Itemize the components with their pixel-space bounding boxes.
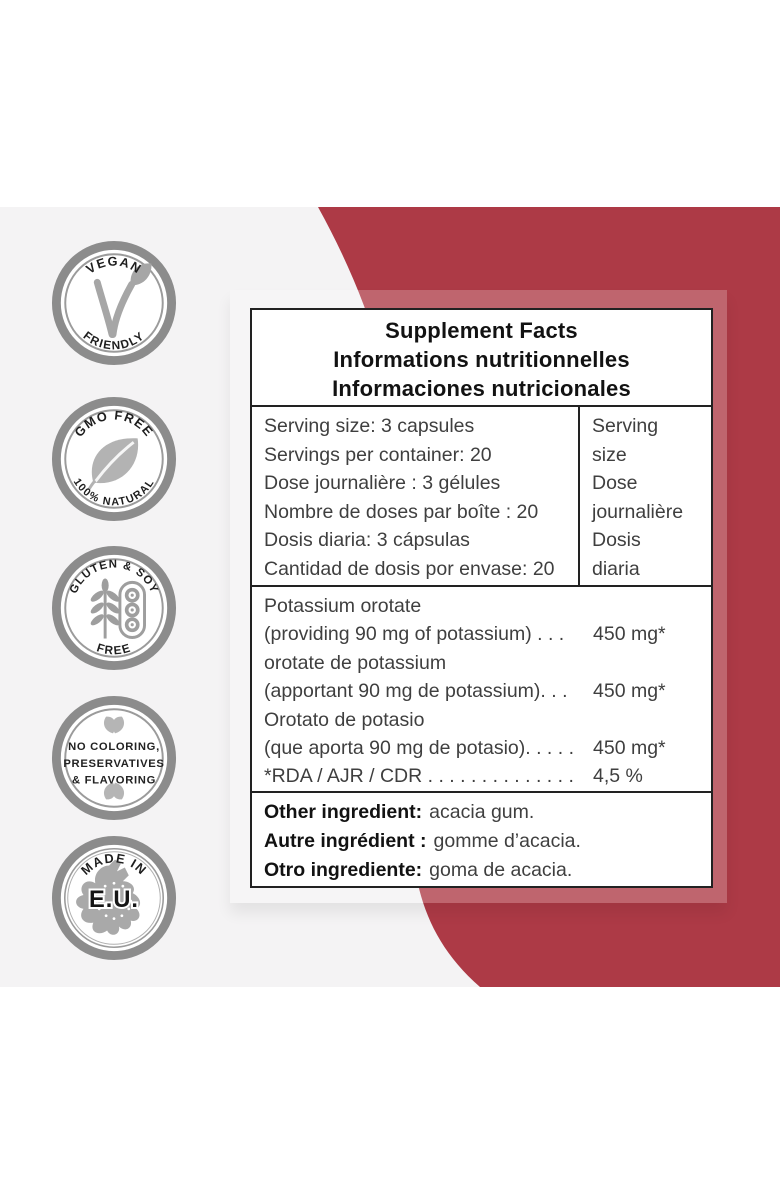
other-ingredient-row: Otro ingrediente: goma de acacia. <box>264 856 711 885</box>
serving-line: size <box>592 443 627 466</box>
row-text: Potassium orotate <box>264 595 422 617</box>
badge-text-line: PRESERVATIVES <box>63 758 164 770</box>
row-value: 450 mg* <box>593 680 666 703</box>
badge-inner-ring <box>63 847 165 949</box>
badge-gmo-free: GMO FREE 100% NATURAL <box>50 395 178 523</box>
badge-inner-ring <box>64 708 164 808</box>
vegan-sprout-icon <box>93 263 152 338</box>
row-text: (apportant 90 mg de potassium). . . <box>264 680 568 703</box>
serving-line: Serving <box>592 415 659 437</box>
potassium-row: (apportant 90 mg de potassium). . . 450 … <box>264 677 675 705</box>
serving-line: Dose <box>592 472 638 495</box>
serving-line: journalière <box>592 500 684 523</box>
potassium-section: Potassium orotate (providing 90 mg of po… <box>252 587 711 793</box>
badge-made-in-eu: MADE IN E.U. <box>50 834 178 962</box>
row-value <box>593 706 675 734</box>
badge-inner-ring-2 <box>67 851 161 945</box>
ingredient-label: Autre ingrédient : <box>264 830 427 852</box>
serving-line: Dosis <box>592 529 641 552</box>
supplement-facts-panel: Supplement Facts Informations nutritionn… <box>250 308 713 888</box>
serving-line: Dosis diaria: 3 cápsulas <box>264 529 470 552</box>
row-value: 450 mg* <box>593 737 666 760</box>
soy-pod-icon <box>118 580 146 640</box>
row-value <box>593 649 675 677</box>
potassium-row: Orotato de potasio <box>264 706 675 734</box>
badge-text-line: NO COLORING, <box>68 741 160 753</box>
badge-ring <box>51 695 177 821</box>
row-value <box>593 592 675 620</box>
leaf-icon <box>87 438 139 491</box>
row-text: orotate de potassium <box>264 651 447 674</box>
header-line-en: Supplement Facts <box>385 318 578 343</box>
other-ingredient-row: Autre ingrédient : gomme d’acacia. <box>264 827 711 856</box>
header-line-es: Informaciones nutricionales <box>332 376 631 401</box>
serving-line: Dose journalière : 3 gélules <box>264 472 501 495</box>
potassium-row: *RDA / AJR / CDR . . . . . . . . . . . .… <box>264 762 675 790</box>
serving-line: diaria <box>592 557 640 580</box>
serving-section: Serving size: 3 capsules Servings per co… <box>252 407 711 587</box>
badge-vegan-friendly: VEGAN FRIENDLY <box>50 239 178 367</box>
badge-gluten-soy-free: GLUTEN & SOY FREE <box>50 544 178 672</box>
panel-header: Supplement Facts Informations nutritionn… <box>252 310 711 407</box>
other-ingredients-section: Other ingredient: acacia gum. Autre ingré… <box>252 793 711 886</box>
header-line-fr: Informations nutritionnelles <box>333 347 630 372</box>
wheat-icon <box>90 578 120 639</box>
badge-bottom-arc-text: FREE <box>95 640 132 657</box>
svg-text:FREE: FREE <box>95 640 133 657</box>
row-text: (providing 90 mg of potassium) . . . <box>264 623 565 646</box>
potassium-row: orotate de potassium <box>264 649 675 677</box>
serving-line: Servings per container: 20 <box>264 443 492 466</box>
badge-inner-ring <box>64 409 164 509</box>
row-text: *RDA / AJR / CDR . . . . . . . . . . . .… <box>264 765 574 788</box>
ingredient-value: acacia gum. <box>429 801 535 823</box>
badge-text-line: & FLAVORING <box>72 775 156 787</box>
europe-map-icon <box>76 859 141 935</box>
svg-text:VEGAN: VEGAN <box>83 254 145 277</box>
serving-right-column: Serving size Dose journalière Dosis diar… <box>580 407 711 585</box>
serving-line: Nombre de doses par boîte : 20 <box>264 500 539 523</box>
potassium-row: (que aporta 90 mg de potasio). . . . . 4… <box>264 734 675 762</box>
serving-left-column: Serving size: 3 capsules Servings per co… <box>252 407 580 585</box>
potassium-row: (providing 90 mg of potassium) . . . 450… <box>264 620 675 648</box>
serving-line: Serving size: 3 capsules <box>264 415 475 437</box>
badge-center-text: E.U. <box>89 887 139 913</box>
row-value: 450 mg* <box>593 623 666 646</box>
other-ingredient-row: Other ingredient: acacia gum. <box>264 798 711 827</box>
ingredient-value: gomme d’acacia. <box>433 830 581 852</box>
badge-inner-ring <box>64 558 164 658</box>
ingredient-label: Otro ingrediente: <box>264 859 423 881</box>
ingredient-label: Other ingredient: <box>264 801 423 823</box>
row-value: 4,5 % <box>593 765 643 788</box>
badge-top-arc-text: VEGAN <box>83 254 143 277</box>
potassium-row: Potassium orotate <box>264 592 675 620</box>
row-text: Orotato de potasio <box>264 708 425 731</box>
row-text: (que aporta 90 mg de potasio). . . . . <box>264 737 575 760</box>
badge-no-additives: NO COLORING, PRESERVATIVES & FLAVORING <box>50 694 178 822</box>
leaves-icon <box>103 716 125 800</box>
ingredient-value: goma de acacia. <box>429 859 573 881</box>
serving-line: Cantidad de dosis por envase: 20 <box>264 557 555 580</box>
badge-inner-ring <box>64 253 164 353</box>
